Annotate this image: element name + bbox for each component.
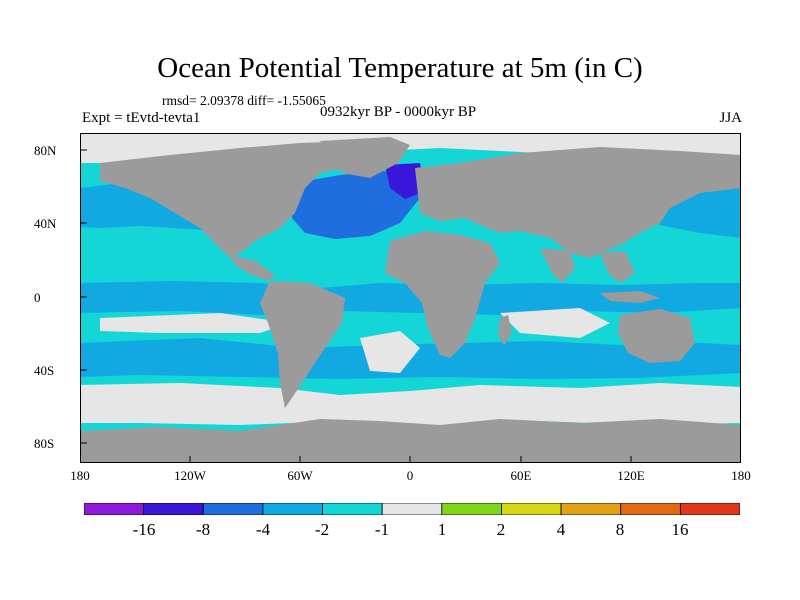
y-label-0: 0 [34,290,41,305]
north-america [100,141,400,258]
colorbar-swatch [620,503,681,515]
colorbar-swatch [560,503,622,515]
indonesia [600,291,660,303]
colorbar-swatch [143,503,204,515]
colorbar-label: 4 [556,520,566,539]
experiment-label: Expt = tEvtd-tevta1 [82,110,201,126]
colorbar-label: 16 [671,520,689,539]
x-label-60e: 60E [510,468,532,483]
se-asia [600,251,635,283]
stats-text: rmsd= 2.09378 diff= -1.55065 [162,93,326,108]
colorbar-label: 2 [496,520,506,539]
colorbar-swatch [441,503,502,515]
x-label-120e: 120E [617,468,645,483]
central-america [230,255,275,281]
natlantic-blue [292,171,420,239]
colorbar-swatch [262,503,323,515]
season-label: JJA [719,110,742,126]
indian-neutral [500,308,610,338]
y-label-80n: 80N [34,143,57,158]
colorbar-label: -16 [132,520,156,539]
x-label-60w: 60W [287,468,313,483]
ocean-temperature-map [80,133,741,463]
x-label-180e: 180 [731,468,751,483]
colorbar-swatch [322,503,383,515]
colorbar-swatch [381,503,443,515]
x-label-180w: 180 [70,468,90,483]
map-ticks [80,149,741,463]
period-label: 0932kyr BP - 0000kyr BP [320,104,477,120]
southern-neutral [80,383,741,425]
y-label-40n: 40N [34,216,57,231]
colorbar-swatch [202,503,264,515]
natlantic-darkblue [385,163,425,199]
y-label-80s: 80S [34,436,55,451]
colorbar-label: -4 [255,520,271,539]
south-america [260,281,345,408]
colorbar-label: -8 [195,520,211,539]
equatorial-lightblue [80,281,741,315]
greenland [320,137,410,178]
colorbar-swatch [84,503,145,515]
colorbar [84,503,740,515]
colorbar-label: -1 [374,520,390,539]
plot-title: Ocean Potential Temperature at 5m (in C) [157,52,643,84]
colorbar-label: 1 [437,520,447,539]
atlantic-neutral [360,331,420,373]
colorbar-label: -2 [314,520,330,539]
y-label-40s: 40S [34,363,55,378]
india [540,248,575,283]
madagascar [498,315,512,345]
x-label-120w: 120W [174,468,206,483]
pacific-neutral [100,313,290,333]
colorbar-swatch [501,503,562,515]
australia [618,309,695,363]
colorbar-swatch [679,503,740,515]
africa [385,231,500,358]
eurasia [415,147,741,258]
colorbar-label: 8 [615,520,625,539]
antarctica [80,419,741,463]
x-label-0: 0 [406,468,414,483]
